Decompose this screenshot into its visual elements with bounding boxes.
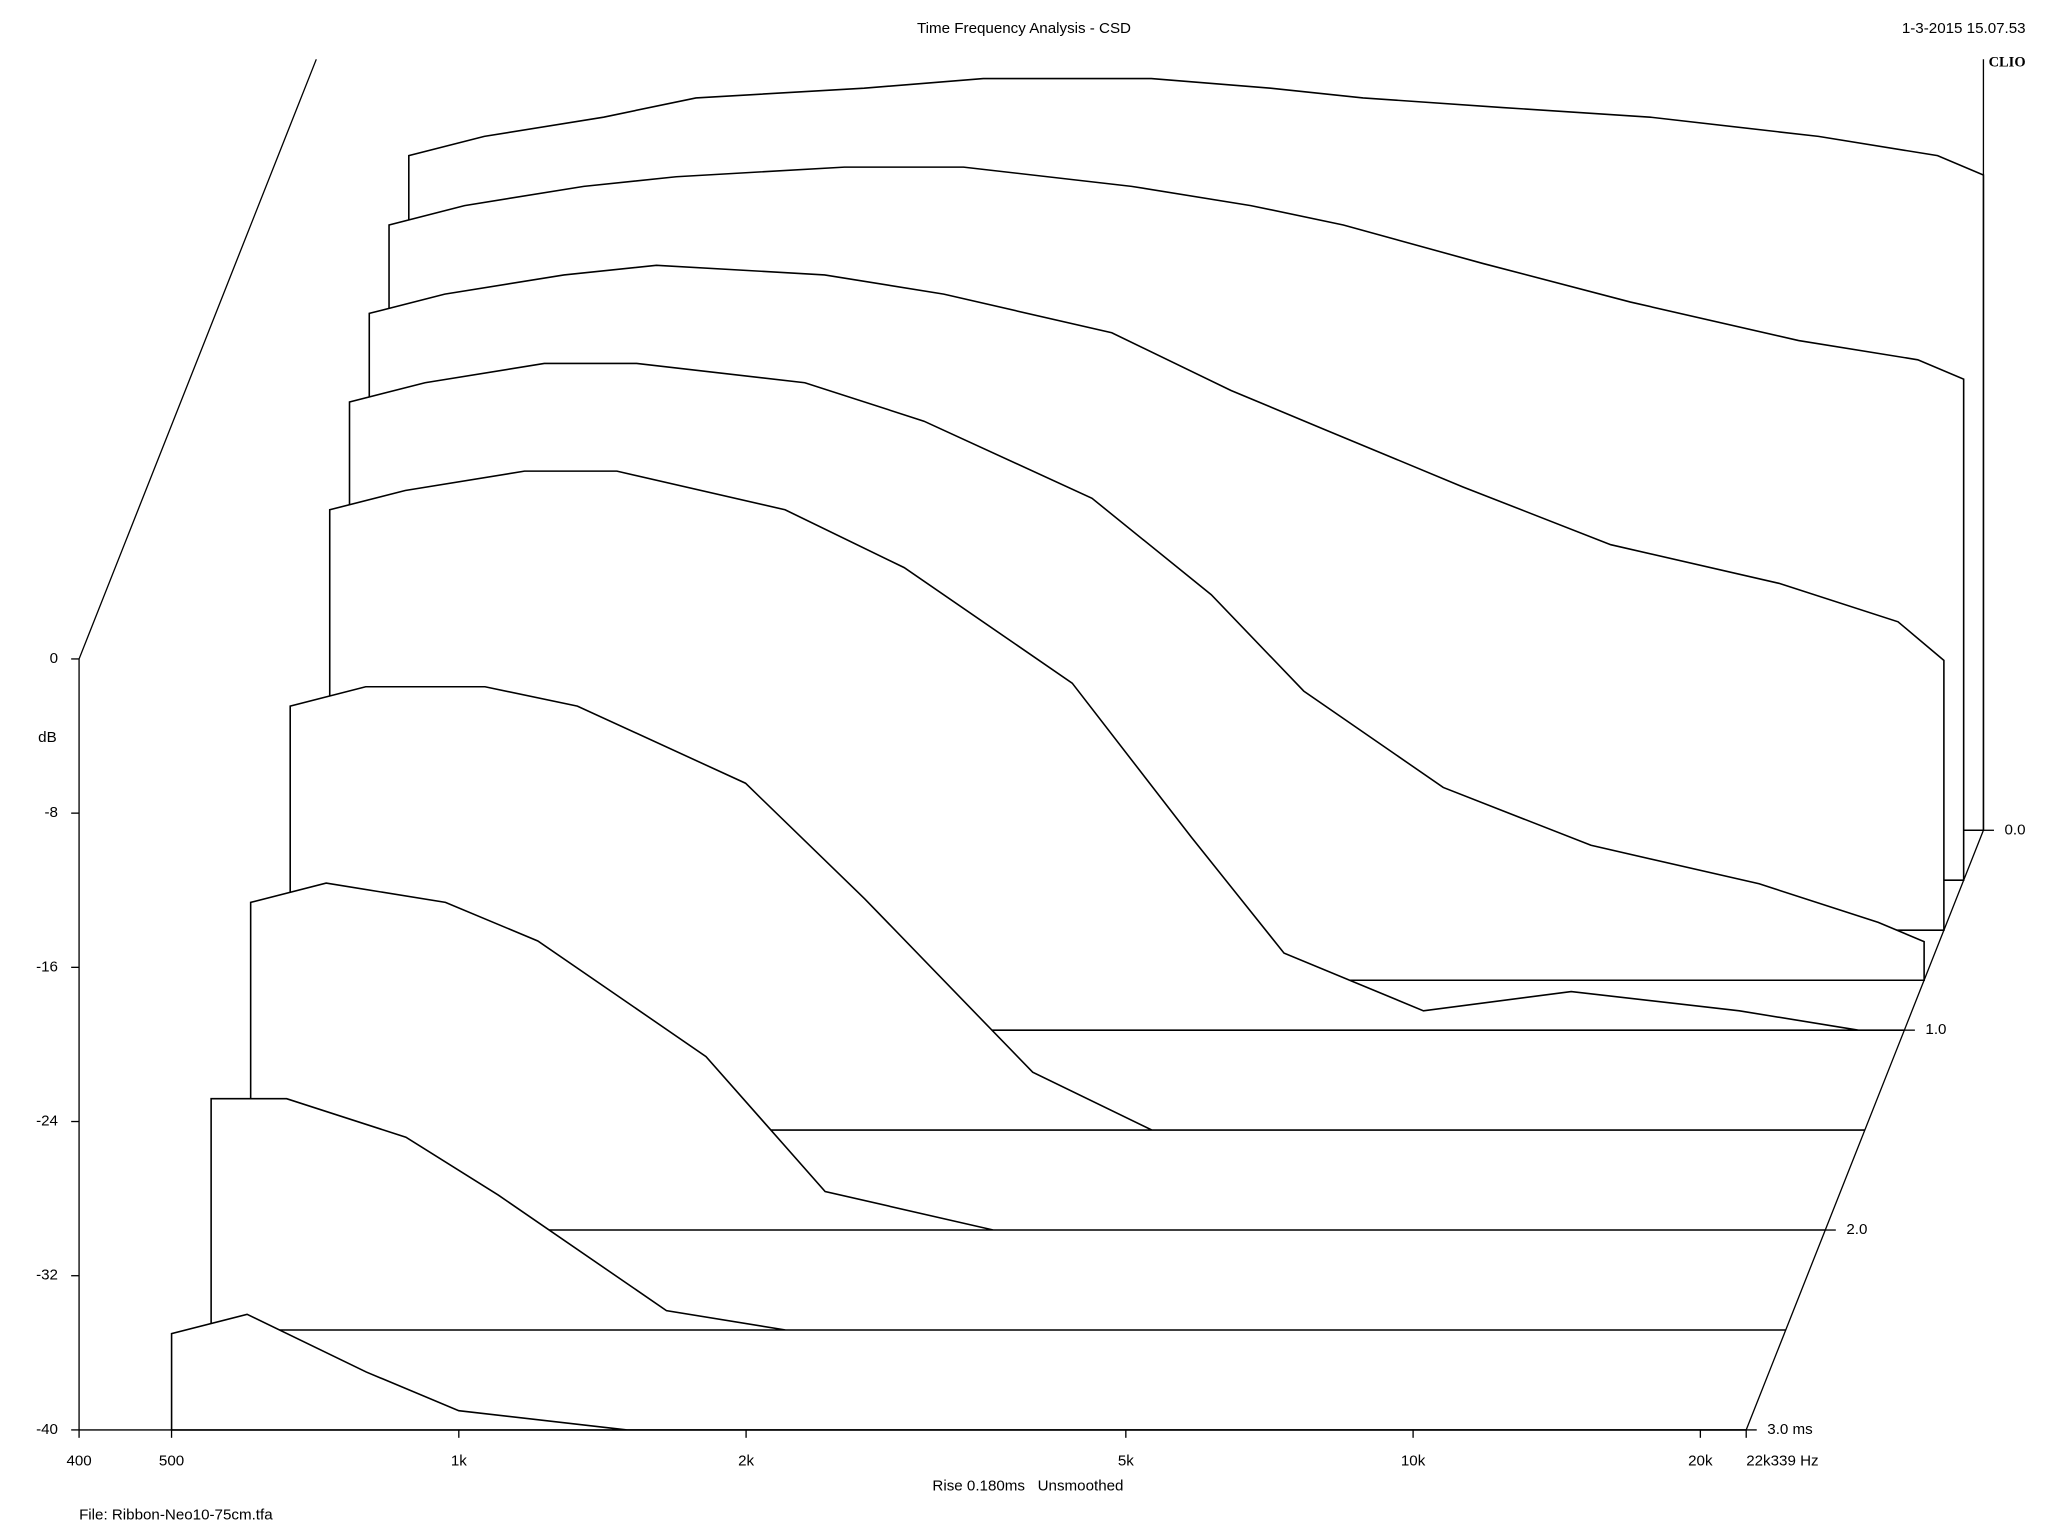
z-tick-label: 1.0	[1925, 1021, 1946, 1038]
x-tick-label: 1k	[451, 1453, 467, 1470]
y-axis-label: dB	[38, 729, 57, 746]
axis-line	[78, 59, 317, 660]
waterfall-slice	[170, 1313, 1747, 1431]
x-axis-label: Rise 0.180ms Unsmoothed	[932, 1478, 1123, 1495]
x-tick-label: 20k	[1688, 1453, 1713, 1470]
waterfall-slice	[210, 1097, 1786, 1331]
waterfall-slice	[249, 882, 1826, 1231]
y-tick-label: -24	[36, 1113, 58, 1130]
z-tick-label: 2.0	[1846, 1221, 1867, 1238]
timestamp: 1-3-2015 15.07.53	[1902, 20, 2026, 37]
brand: CLIO	[1989, 55, 2026, 71]
x-tick-label: 5k	[1118, 1453, 1134, 1470]
chart-title: Time Frequency Analysis - CSD	[917, 20, 1131, 37]
z-tick-label: 0.0	[2005, 821, 2026, 838]
x-tick-label: 2k	[738, 1453, 754, 1470]
x-tick-label: 10k	[1401, 1453, 1426, 1470]
y-tick-label: -40	[36, 1421, 58, 1438]
y-tick-label: 0	[50, 650, 58, 667]
x-tick-label: 500	[159, 1453, 184, 1470]
y-tick-label: -32	[36, 1267, 58, 1284]
footer: File: Ribbon-Neo10-75cm.tfa	[79, 1507, 273, 1524]
x-tick-label: 22k339 Hz	[1746, 1453, 1818, 1470]
x-tick-label: 400	[66, 1453, 91, 1470]
y-tick-label: -16	[36, 958, 58, 975]
y-tick-label: -8	[45, 804, 58, 821]
z-tick-label: 3.0 ms	[1767, 1421, 1813, 1438]
waterfall-slice	[289, 685, 1865, 1131]
